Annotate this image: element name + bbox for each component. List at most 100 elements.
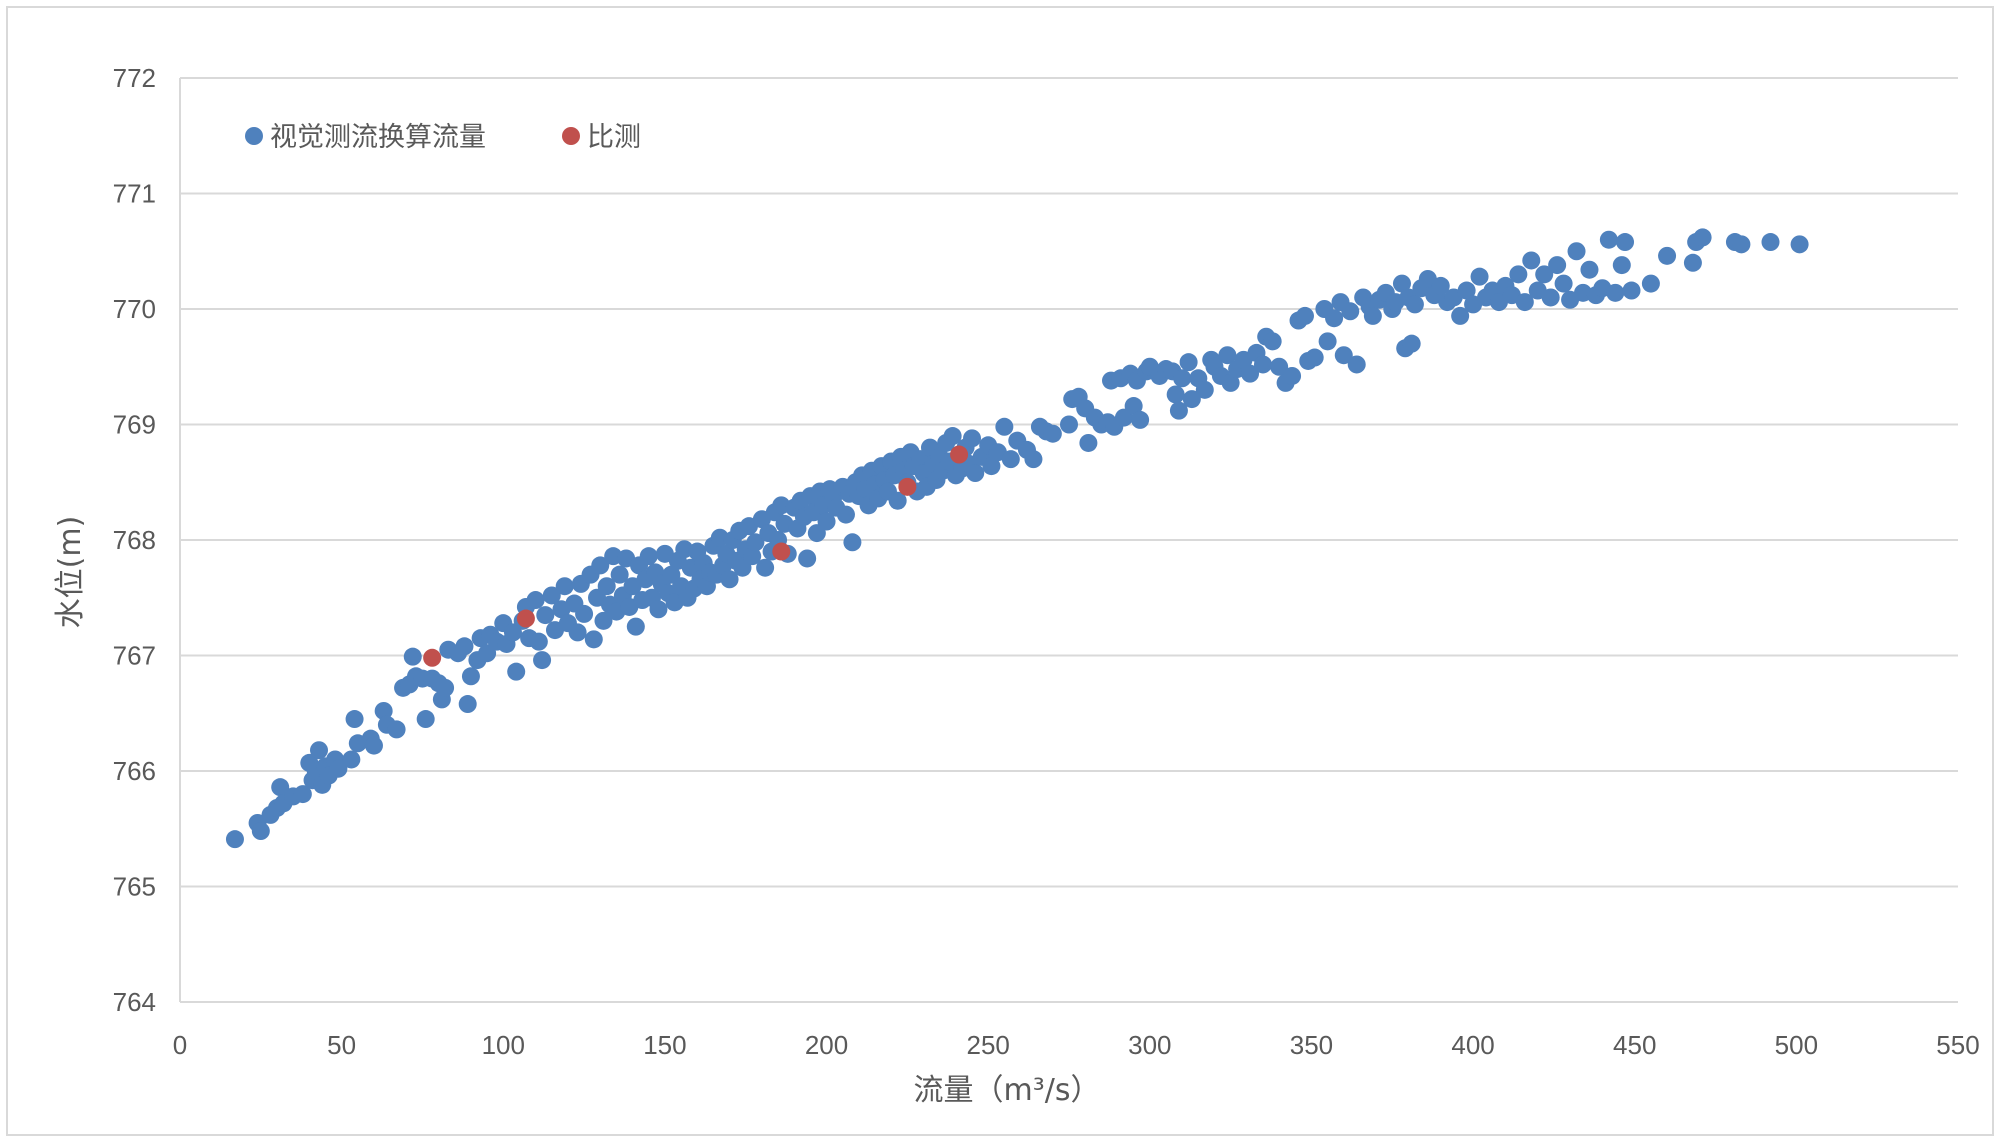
data-point-visual-flow <box>455 637 474 656</box>
y-tick-label-764: 764 <box>113 987 156 1017</box>
data-point-visual-flow <box>387 720 406 739</box>
data-point-visual-flow <box>963 429 982 448</box>
data-point-visual-flow <box>225 830 244 849</box>
data-point-visual-flow <box>836 505 855 524</box>
x-tick-label-50: 50 <box>327 1030 356 1060</box>
data-point-visual-flow <box>1131 410 1150 429</box>
data-point-visual-flow <box>1241 364 1260 383</box>
data-point-visual-flow <box>1693 228 1712 247</box>
data-point-visual-flow <box>1179 353 1198 372</box>
x-tick-label-450: 450 <box>1613 1030 1656 1060</box>
legend-label-comparison: 比测 <box>587 122 641 153</box>
data-point-visual-flow <box>756 558 775 577</box>
x-tick-label-350: 350 <box>1290 1030 1333 1060</box>
data-point-visual-flow <box>1173 369 1192 388</box>
y-tick-label-767: 767 <box>113 641 156 671</box>
data-point-visual-flow <box>1641 274 1660 293</box>
data-point-comparison <box>898 477 917 496</box>
y-axis-ticks: 764 765 766 767 768 769 770 771 772 <box>113 63 156 1017</box>
data-point-visual-flow <box>982 457 1001 476</box>
data-point-visual-flow <box>1325 309 1344 328</box>
data-point-visual-flow <box>1402 334 1421 353</box>
data-point-visual-flow <box>1182 390 1201 409</box>
data-point-visual-flow <box>1732 235 1751 254</box>
x-tick-label-400: 400 <box>1451 1030 1494 1060</box>
data-point-visual-flow <box>1790 235 1809 254</box>
data-point-visual-flow <box>416 710 435 729</box>
gridlines <box>179 77 1958 1003</box>
data-point-visual-flow <box>1318 332 1337 351</box>
data-point-visual-flow <box>1515 293 1534 312</box>
data-point-visual-flow <box>1761 233 1780 252</box>
legend: 视觉测流换算流量 比测 <box>245 122 641 153</box>
data-point-visual-flow <box>403 647 422 666</box>
data-point-comparison <box>950 445 969 464</box>
data-point-visual-flow <box>1567 242 1586 261</box>
data-point-visual-flow <box>1001 450 1020 469</box>
data-point-visual-flow <box>1606 283 1625 302</box>
data-point-visual-flow <box>817 512 836 531</box>
data-point-visual-flow <box>1270 357 1289 376</box>
data-point-visual-flow <box>1363 306 1382 325</box>
data-point-visual-flow <box>1683 253 1702 272</box>
data-point-visual-flow <box>345 710 364 729</box>
data-point-visual-flow <box>943 427 962 446</box>
data-point-visual-flow <box>798 549 817 568</box>
data-point-visual-flow <box>1457 281 1476 300</box>
legend-marker-comparison <box>562 127 580 145</box>
data-point-visual-flow <box>1024 450 1043 469</box>
data-point-visual-flow <box>1658 246 1677 265</box>
data-point-visual-flow <box>1622 281 1641 300</box>
data-point-visual-flow <box>1522 251 1541 270</box>
y-tick-label-769: 769 <box>113 410 156 440</box>
y-tick-label-771: 771 <box>113 179 156 209</box>
series-visual-flow <box>225 228 1809 849</box>
data-point-visual-flow <box>536 606 555 625</box>
y-tick-label-768: 768 <box>113 525 156 555</box>
data-point-visual-flow <box>461 667 480 686</box>
data-point-visual-flow <box>1509 265 1528 284</box>
data-point-visual-flow <box>1554 274 1573 293</box>
data-point-visual-flow <box>1166 385 1185 404</box>
x-tick-label-100: 100 <box>482 1030 525 1060</box>
data-point-visual-flow <box>591 556 610 575</box>
x-tick-label-550: 550 <box>1936 1030 1979 1060</box>
data-point-visual-flow <box>458 695 477 714</box>
x-tick-label-0: 0 <box>173 1030 187 1060</box>
data-point-visual-flow <box>1079 433 1098 452</box>
data-point-visual-flow <box>1305 348 1324 367</box>
data-point-visual-flow <box>1541 288 1560 307</box>
data-point-visual-flow <box>1405 295 1424 314</box>
data-point-visual-flow <box>568 623 587 642</box>
data-point-visual-flow <box>529 632 548 651</box>
data-point-visual-flow <box>1295 306 1314 325</box>
data-point-visual-flow <box>555 577 574 596</box>
data-point-visual-flow <box>1392 274 1411 293</box>
data-point-visual-flow <box>1535 265 1554 284</box>
data-point-visual-flow <box>626 617 645 636</box>
data-point-visual-flow <box>743 547 762 566</box>
data-point-visual-flow <box>342 750 361 769</box>
data-point-visual-flow <box>1169 401 1188 420</box>
data-point-visual-flow <box>374 701 393 720</box>
data-point-comparison <box>423 648 442 667</box>
data-point-visual-flow <box>594 611 613 630</box>
legend-marker-visual-flow <box>245 127 263 145</box>
y-tick-label-772: 772 <box>113 63 156 93</box>
x-tick-label-250: 250 <box>966 1030 1009 1060</box>
x-tick-label-200: 200 <box>805 1030 848 1060</box>
data-point-visual-flow <box>310 741 329 760</box>
data-point-visual-flow <box>1043 424 1062 443</box>
x-tick-label-300: 300 <box>1128 1030 1171 1060</box>
data-point-visual-flow <box>1195 380 1214 399</box>
data-point-visual-flow <box>251 822 270 841</box>
data-point-visual-flow <box>1221 373 1240 392</box>
data-point-visual-flow <box>1612 256 1631 275</box>
data-point-visual-flow <box>966 464 985 483</box>
x-axis-ticks: 0 50 100 150 200 250 300 350 400 450 500 550 <box>173 1030 1980 1060</box>
data-point-comparison <box>772 542 791 561</box>
data-point-visual-flow <box>1451 306 1470 325</box>
data-point-visual-flow <box>542 586 561 605</box>
legend-label-visual-flow: 视觉测流换算流量 <box>270 122 486 153</box>
